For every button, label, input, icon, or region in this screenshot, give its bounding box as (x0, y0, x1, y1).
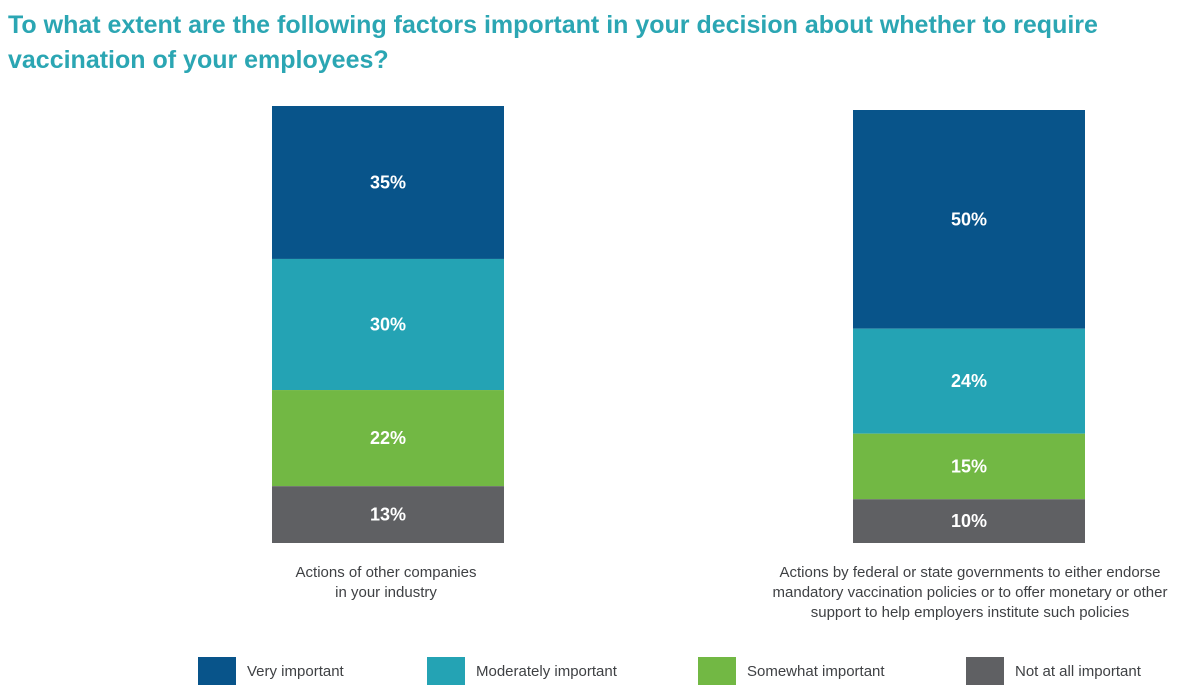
category-label-line: mandatory vaccination policies or to off… (772, 584, 1168, 601)
bar-segment-moderately-important-1 (853, 328, 1085, 434)
legend-swatch-not-at-all-important (966, 657, 1004, 685)
bar-segment-very-important-1 (853, 110, 1085, 329)
legend-swatch-very-important (198, 657, 236, 685)
bar-segment-moderately-important-0 (272, 258, 504, 391)
category-label-government-actions: Actions by federal or state governments … (736, 563, 1202, 623)
legend-label-moderately-important: Moderately important (476, 662, 617, 680)
category-label-line: Actions by federal or state governments … (779, 564, 1161, 581)
data-label-moderately-important-0: 30% (370, 315, 406, 335)
data-label-not-at-all-important-0: 13% (370, 505, 406, 525)
category-label-line: Actions of other companies (295, 564, 477, 581)
data-label-very-important-1: 50% (951, 209, 987, 229)
bar-segment-not-at-all-important-0 (272, 486, 504, 543)
legend-label-somewhat-important: Somewhat important (747, 662, 885, 680)
stacked-bar-chart: 35% 30% 22% 13% 50% 24% 15% 10% (272, 106, 1085, 543)
bar-segment-somewhat-important-1 (853, 433, 1085, 500)
legend-item-very-important: Very important (198, 657, 344, 685)
data-label-moderately-important-1: 24% (951, 371, 987, 391)
data-label-very-important-0: 35% (370, 172, 406, 192)
legend-swatch-moderately-important (427, 657, 465, 685)
data-label-somewhat-important-1: 15% (951, 456, 987, 476)
legend-item-moderately-important: Moderately important (427, 657, 617, 685)
data-label-somewhat-important-0: 22% (370, 428, 406, 448)
bar-segment-somewhat-important-0 (272, 390, 504, 487)
category-label-other-companies: Actions of other companies in your indust… (236, 563, 536, 603)
data-label-not-at-all-important-1: 10% (951, 511, 987, 531)
category-label-line: support to help employers institute such… (810, 604, 1130, 621)
legend-swatch-somewhat-important (698, 657, 736, 685)
chart-title: To what extent are the following factors… (8, 11, 1098, 74)
bar-segment-very-important-0 (272, 106, 504, 259)
legend-item-not-at-all-important: Not at all important (966, 657, 1141, 685)
category-label-line: in your industry (335, 584, 437, 601)
legend-label-not-at-all-important: Not at all important (1015, 662, 1141, 680)
legend-item-somewhat-important: Somewhat important (698, 657, 885, 685)
bar-segment-not-at-all-important-1 (853, 499, 1085, 543)
legend-label-very-important: Very important (247, 662, 344, 680)
legend: Very important Moderately important Some… (0, 657, 1202, 685)
